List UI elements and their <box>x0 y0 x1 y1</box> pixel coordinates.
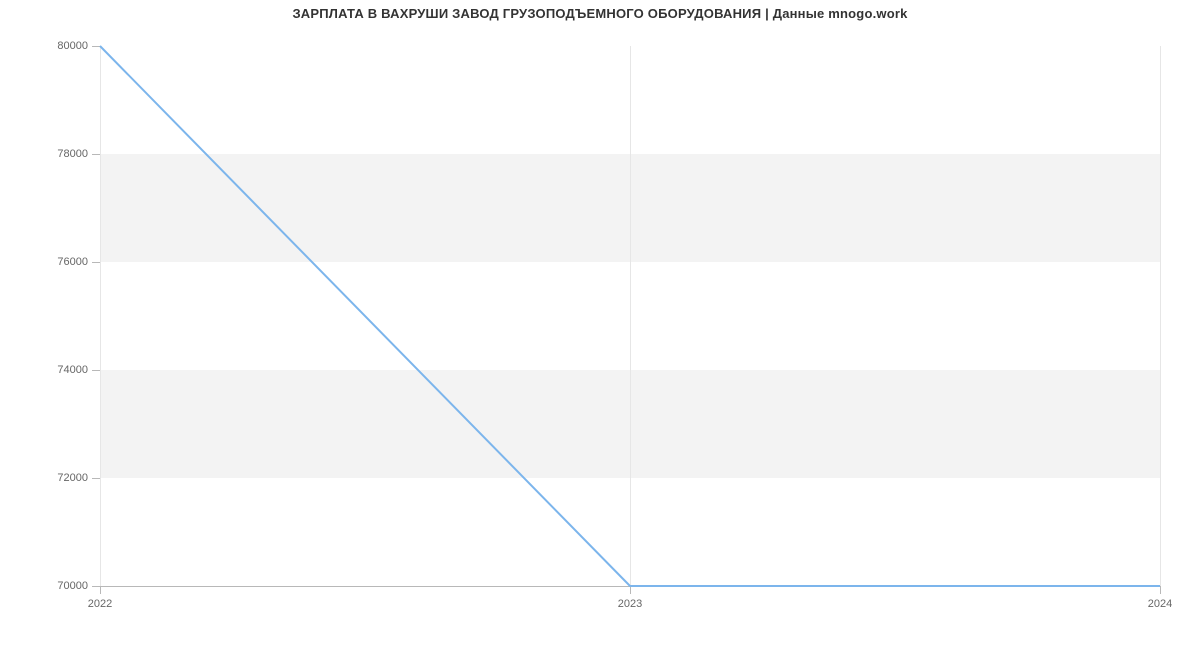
x-tick <box>630 586 631 594</box>
y-tick-label: 80000 <box>28 40 88 52</box>
y-tick <box>92 46 100 47</box>
y-tick <box>92 478 100 479</box>
x-tick-label: 2024 <box>1148 598 1172 610</box>
y-tick <box>92 370 100 371</box>
x-gridline <box>1160 46 1161 586</box>
plot-area: 2022202320247000072000740007600078000800… <box>100 46 1160 586</box>
y-tick-label: 74000 <box>28 364 88 376</box>
series-layer <box>100 46 1160 586</box>
x-tick-label: 2023 <box>618 598 642 610</box>
y-tick-label: 78000 <box>28 148 88 160</box>
series-line-salary <box>100 46 1160 586</box>
x-tick-label: 2022 <box>88 598 112 610</box>
y-tick-label: 76000 <box>28 256 88 268</box>
x-tick <box>100 586 101 594</box>
y-tick <box>92 586 100 587</box>
y-tick-label: 70000 <box>28 580 88 592</box>
chart-title: ЗАРПЛАТА В ВАХРУШИ ЗАВОД ГРУЗОПОДЪЕМНОГО… <box>0 6 1200 21</box>
x-tick <box>1160 586 1161 594</box>
y-tick-label: 72000 <box>28 472 88 484</box>
chart-container: ЗАРПЛАТА В ВАХРУШИ ЗАВОД ГРУЗОПОДЪЕМНОГО… <box>0 0 1200 650</box>
y-tick <box>92 262 100 263</box>
y-tick <box>92 154 100 155</box>
